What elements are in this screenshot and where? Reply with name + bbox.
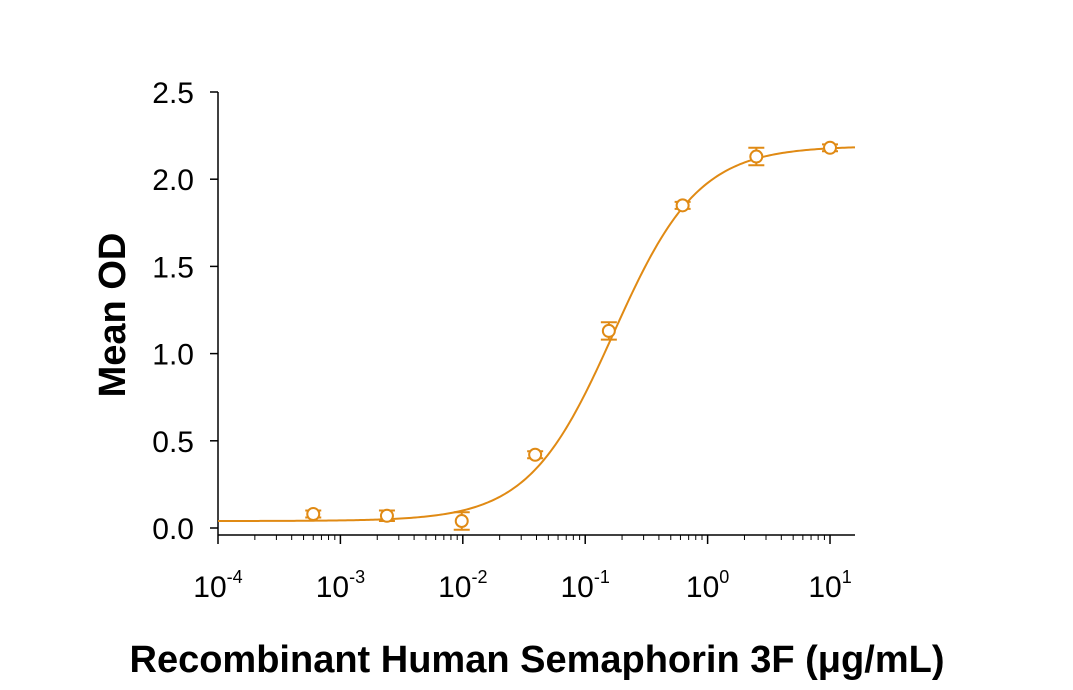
point-marker: [749, 149, 764, 164]
point-marker: [306, 507, 321, 522]
y-tick-label: 1.0: [152, 339, 194, 372]
y-tick-label: 1.5: [152, 251, 194, 284]
data-points-layer: [305, 140, 839, 531]
point-marker: [601, 323, 616, 338]
point-marker: [454, 514, 469, 529]
x-tick-label: 101: [808, 567, 851, 604]
x-tick-label: 10-3: [316, 567, 365, 604]
y-axis: 0.0 0.5 1.0 1.5 2.0 2.5: [152, 77, 219, 546]
x-tick-label: 100: [686, 567, 729, 604]
fit-curve: [218, 146, 856, 522]
x-tick-label: 10-1: [561, 567, 610, 604]
y-tick-label: 2.5: [152, 77, 194, 110]
x-tick-label: 10-4: [193, 567, 242, 604]
x-tick-label: 10-2: [438, 567, 487, 604]
data-point: [600, 321, 617, 341]
x-axis: 10-4 10-3 10-2 10-1 100 101: [193, 534, 855, 604]
data-point: [527, 447, 544, 462]
data-point: [378, 508, 395, 523]
y-tick-label: 0.5: [152, 426, 194, 459]
y-tick-label: 0.0: [152, 513, 194, 546]
point-marker: [675, 198, 690, 213]
point-marker: [379, 508, 394, 523]
data-point: [822, 140, 839, 155]
y-axis-title: Mean OD: [92, 233, 134, 398]
x-axis-title: Recombinant Human Semaphorin 3F (μg/mL): [130, 639, 945, 681]
point-marker: [823, 140, 838, 155]
point-marker: [528, 447, 543, 462]
data-point: [305, 507, 322, 522]
data-point: [674, 198, 691, 213]
y-tick-label: 2.0: [152, 164, 194, 197]
data-point: [453, 511, 470, 531]
fit-curve-layer: [218, 146, 856, 522]
data-point: [748, 146, 765, 167]
